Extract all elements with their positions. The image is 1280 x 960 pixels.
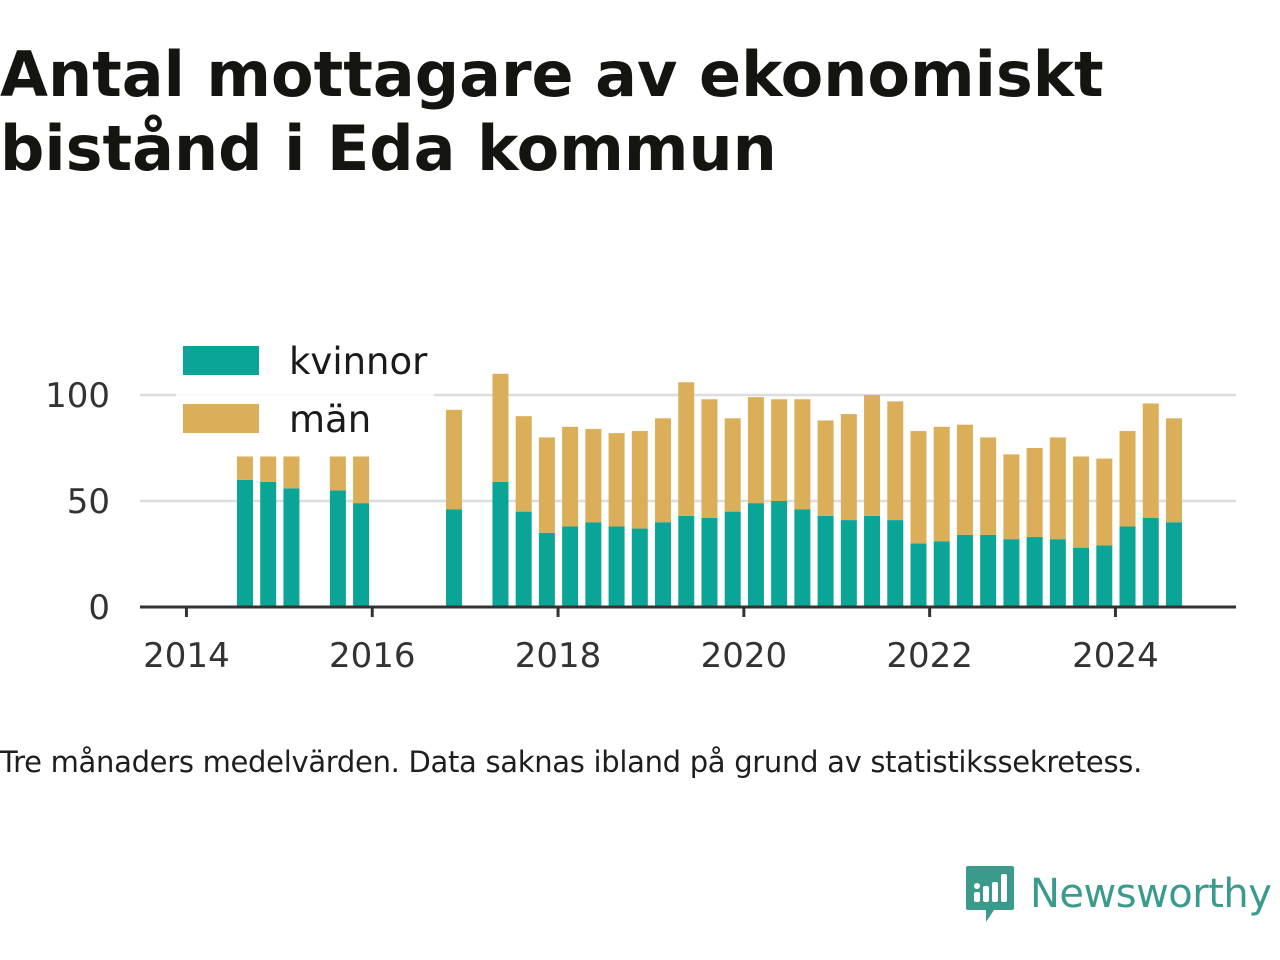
- bar-chart: 0 50 100 2014 2016 2018 2020 2022 2024 kvinnor mä…: [45, 340, 1236, 676]
- bar-man[interactable]: [329, 456, 346, 491]
- bar-kvinnor[interactable]: [1142, 517, 1159, 607]
- bar-man[interactable]: [1073, 456, 1090, 548]
- bar-kvinnor[interactable]: [1049, 539, 1066, 607]
- bar-kvinnor[interactable]: [1026, 537, 1043, 607]
- bar-man[interactable]: [817, 420, 834, 516]
- bar-man[interactable]: [492, 373, 509, 482]
- x-tick-label: 2016: [329, 636, 416, 676]
- legend-label: män: [289, 398, 371, 441]
- bar-kvinnor[interactable]: [724, 511, 741, 607]
- bar-kvinnor[interactable]: [817, 515, 834, 607]
- bar-kvinnor[interactable]: [794, 509, 811, 607]
- bar-kvinnor[interactable]: [562, 526, 579, 607]
- bar-man[interactable]: [887, 401, 904, 521]
- legend-swatch-man: [183, 404, 259, 433]
- bar-kvinnor[interactable]: [771, 501, 788, 607]
- bar-man[interactable]: [980, 437, 997, 535]
- bar-man[interactable]: [283, 456, 300, 489]
- brand-name: Newsworthy: [1030, 871, 1272, 917]
- bar-kvinnor[interactable]: [608, 526, 625, 607]
- bar-man[interactable]: [631, 431, 648, 529]
- x-tick-label: 2020: [701, 636, 788, 676]
- bar-man[interactable]: [910, 431, 927, 544]
- bar-kvinnor[interactable]: [329, 490, 346, 607]
- bar-kvinnor[interactable]: [236, 479, 253, 607]
- bar-kvinnor[interactable]: [260, 481, 277, 607]
- bar-man[interactable]: [260, 456, 277, 482]
- bars: [236, 373, 1182, 607]
- legend-swatch-kvinnor: [183, 346, 259, 375]
- bar-man[interactable]: [1003, 454, 1020, 540]
- y-tick-label: 50: [67, 482, 110, 522]
- bar-man[interactable]: [678, 382, 695, 516]
- bar-kvinnor[interactable]: [1119, 526, 1136, 607]
- brand-logo[interactable]: Newsworthy: [964, 862, 1272, 926]
- bar-man[interactable]: [864, 395, 881, 516]
- bar-kvinnor[interactable]: [446, 509, 463, 607]
- bar-kvinnor[interactable]: [840, 520, 857, 607]
- x-tick-label: 2018: [515, 636, 602, 676]
- bar-man[interactable]: [353, 456, 370, 504]
- bar-man[interactable]: [515, 416, 532, 512]
- bar-man[interactable]: [701, 399, 718, 518]
- bar-man[interactable]: [236, 456, 253, 480]
- bar-man[interactable]: [1119, 431, 1136, 527]
- bar-man[interactable]: [655, 418, 672, 523]
- bar-kvinnor[interactable]: [283, 488, 300, 607]
- bar-man[interactable]: [608, 433, 625, 527]
- bar-kvinnor[interactable]: [910, 543, 927, 607]
- bar-man[interactable]: [1096, 458, 1113, 546]
- bar-man[interactable]: [1049, 437, 1066, 540]
- bar-man[interactable]: [933, 426, 950, 542]
- bar-kvinnor[interactable]: [887, 520, 904, 607]
- x-tick-label: 2022: [886, 636, 973, 676]
- bar-kvinnor[interactable]: [538, 532, 555, 607]
- bar-kvinnor[interactable]: [956, 534, 973, 607]
- bar-kvinnor[interactable]: [864, 515, 881, 607]
- bar-kvinnor[interactable]: [980, 534, 997, 607]
- legend-label: kvinnor: [289, 340, 428, 383]
- bar-kvinnor[interactable]: [747, 503, 764, 607]
- bar-man[interactable]: [585, 428, 602, 523]
- bar-man[interactable]: [1142, 403, 1159, 518]
- legend[interactable]: kvinnor män: [176, 340, 434, 445]
- bar-kvinnor[interactable]: [515, 511, 532, 607]
- bar-man[interactable]: [538, 437, 555, 533]
- bar-kvinnor[interactable]: [353, 503, 370, 607]
- bar-kvinnor[interactable]: [1003, 539, 1020, 607]
- bar-kvinnor[interactable]: [933, 541, 950, 607]
- bar-man[interactable]: [1165, 418, 1182, 523]
- bar-man[interactable]: [747, 397, 764, 504]
- bar-man[interactable]: [794, 399, 811, 510]
- bar-kvinnor[interactable]: [585, 522, 602, 607]
- bar-man[interactable]: [724, 418, 741, 512]
- x-tick-label: 2014: [143, 636, 230, 676]
- bar-man[interactable]: [771, 399, 788, 501]
- chart-note: Tre månaders medelvärden. Data saknas ib…: [0, 745, 1142, 779]
- chart-title: Antal mottagare av ekonomiskt bistånd i …: [0, 38, 1104, 185]
- bar-man[interactable]: [840, 414, 857, 521]
- y-tick-label: 100: [45, 376, 110, 416]
- bar-man[interactable]: [562, 426, 579, 527]
- bar-kvinnor[interactable]: [678, 515, 695, 607]
- x-tick-label: 2024: [1072, 636, 1159, 676]
- y-tick-label: 0: [88, 588, 110, 628]
- axes: 0 50 100 2014 2016 2018 2020 2022 2024: [45, 376, 1236, 676]
- bar-kvinnor[interactable]: [631, 528, 648, 607]
- bar-man[interactable]: [446, 409, 463, 510]
- bar-kvinnor[interactable]: [701, 517, 718, 607]
- bar-kvinnor[interactable]: [1096, 545, 1113, 607]
- bar-kvinnor[interactable]: [655, 522, 672, 607]
- bar-chart-speech-bubble-icon: [966, 866, 1014, 922]
- bar-kvinnor[interactable]: [1073, 547, 1090, 607]
- bar-man[interactable]: [956, 424, 973, 535]
- bar-kvinnor[interactable]: [1165, 522, 1182, 607]
- bar-man[interactable]: [1026, 448, 1043, 538]
- bar-kvinnor[interactable]: [492, 481, 509, 607]
